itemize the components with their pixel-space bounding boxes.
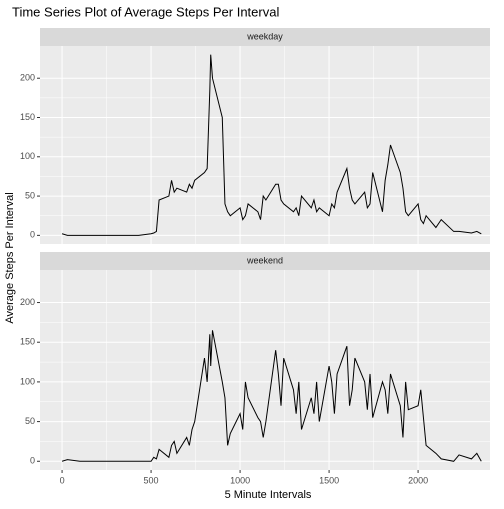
x-axis-label: 5 Minute Intervals [225,489,312,501]
panel [40,46,490,244]
y-tick-label: 100 [20,151,35,161]
line [61,54,482,236]
y-tick-label: 200 [20,297,35,307]
y-tick-label: 200 [20,73,35,83]
y-tick-label: 100 [20,376,35,386]
y-tick-label: 0 [30,230,35,240]
y-axis-label: Average Steps Per Interval [4,192,16,323]
strip [40,252,490,270]
strip-label: weekend [246,255,283,265]
x-tick-label: 0 [60,475,65,485]
panel [40,270,490,470]
x-tick-label: 1000 [230,475,250,485]
x-tick-label: 2000 [408,475,428,485]
strip [40,28,490,46]
y-tick-label: 150 [20,337,35,347]
y-tick-label: 150 [20,112,35,122]
x-tick-label: 1500 [319,475,339,485]
x-tick-label: 500 [144,475,159,485]
y-tick-label: 0 [30,456,35,466]
strip-label: weekday [246,31,283,41]
chart-title: Time Series Plot of Average Steps Per In… [12,4,279,19]
y-tick-label: 50 [25,190,35,200]
y-tick-label: 50 [25,416,35,426]
line [61,330,482,462]
